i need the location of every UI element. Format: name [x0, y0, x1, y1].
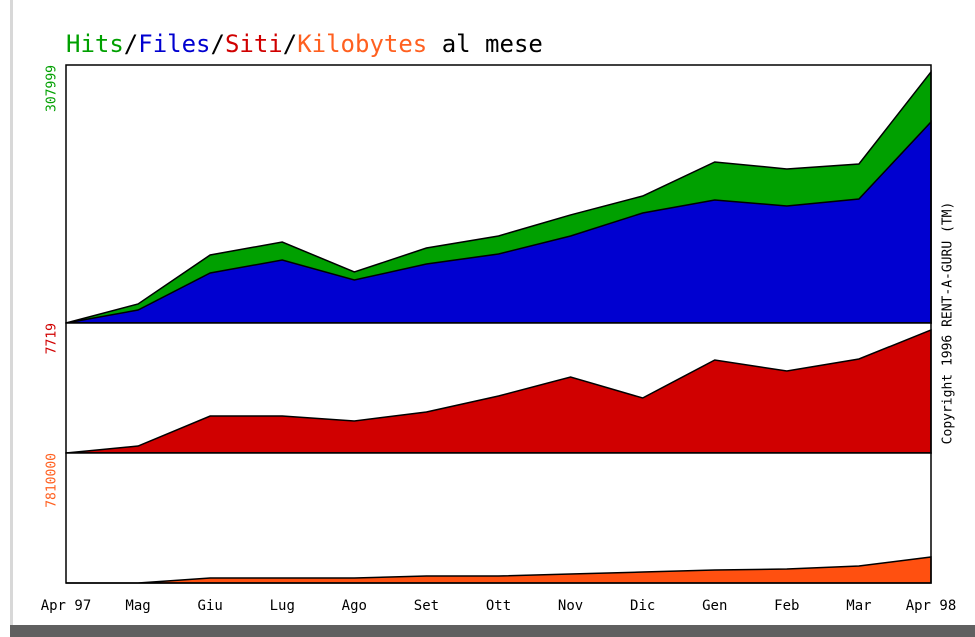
- x-tick-label: Lug: [270, 598, 295, 614]
- credit: Copyright 1996 RENT-A-GURU (TM): [941, 202, 956, 445]
- y-tick-label: 7719: [45, 323, 60, 354]
- chart-title: Hits/Files/Siti/Kilobytes al mese: [66, 30, 543, 58]
- x-tick-label: Ott: [486, 598, 511, 614]
- title-part: al mese: [427, 30, 543, 58]
- x-tick-label: Dic: [630, 598, 655, 614]
- y-tick-label: 7810000: [45, 453, 60, 508]
- title-part: Files: [138, 30, 210, 58]
- x-tick-label: Giu: [198, 598, 223, 614]
- panel-border: [65, 452, 932, 584]
- x-tick-label: Apr 97: [41, 598, 92, 614]
- title-part: /: [124, 30, 138, 58]
- x-tick-label: Apr 98: [906, 598, 957, 614]
- x-tick-label: Set: [414, 598, 439, 614]
- x-tick-label: Ago: [342, 598, 367, 614]
- title-part: Kilobytes: [297, 30, 427, 58]
- x-tick-label: Mar: [846, 598, 871, 614]
- x-tick-label: Mag: [125, 598, 150, 614]
- x-tick-label: Gen: [702, 598, 727, 614]
- y-tick-label: 307999: [45, 65, 60, 112]
- x-tick-label: Nov: [558, 598, 583, 614]
- frame-bottom: [10, 625, 975, 637]
- area: [66, 556, 932, 584]
- panel: [66, 453, 931, 583]
- area: [65, 328, 932, 454]
- area: [65, 120, 932, 324]
- frame-left: [10, 0, 13, 625]
- title-part: Hits: [66, 30, 124, 58]
- title-part: Siti: [225, 30, 283, 58]
- title-part: /: [211, 30, 225, 58]
- x-tick-label: Feb: [774, 598, 799, 614]
- title-part: /: [283, 30, 297, 58]
